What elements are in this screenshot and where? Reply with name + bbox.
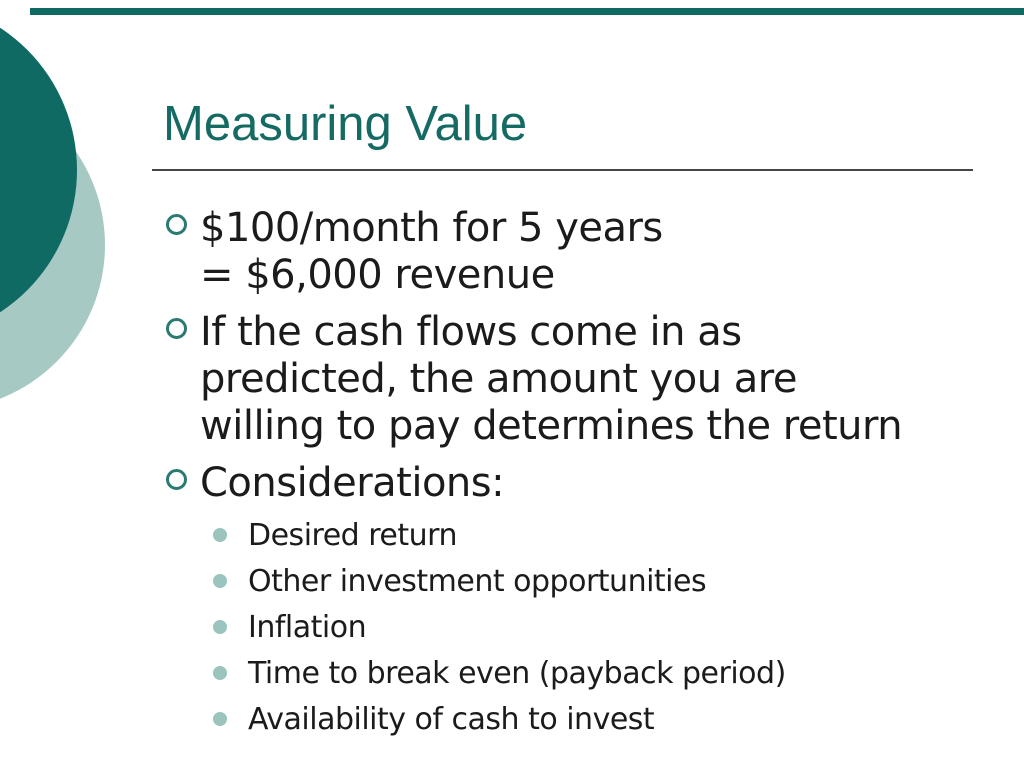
bullet-text-line: willing to pay determines the return [200, 403, 903, 449]
dot-bullet-icon [213, 620, 227, 634]
bullet-text-line: Other investment opportunities [248, 564, 707, 599]
list-item: If the cash flows come in as predicted, t… [152, 309, 992, 450]
dot-bullet-icon [213, 574, 227, 588]
ring-bullet-icon [166, 214, 187, 235]
list-item: Desired return [152, 519, 992, 552]
list-item: Inflation [152, 611, 992, 644]
top-accent-bar [30, 8, 1024, 15]
list-item: Availability of cash to invest [152, 703, 992, 736]
bullet-text-line: Considerations: [200, 460, 505, 506]
title-divider-rule [152, 169, 973, 171]
list-item: Considerations: [152, 460, 992, 507]
dot-bullet-icon [213, 666, 227, 680]
bullet-text-line: predicted, the amount you are [200, 356, 797, 402]
slide-body: $100/month for 5 years = $6,000 revenue If… [152, 205, 992, 736]
bullet-text-line: Time to break even (payback period) [248, 656, 786, 691]
bullet-text-line: $100/month for 5 years [200, 205, 663, 251]
bullet-text-line: If the cash flows come in as [200, 309, 742, 355]
bullet-text-line: Desired return [248, 518, 457, 553]
list-item: Other investment opportunities [152, 565, 992, 598]
bullet-text-line: Inflation [248, 610, 367, 645]
ring-bullet-icon [166, 469, 187, 490]
slide-title: Measuring Value [163, 97, 528, 151]
list-item: $100/month for 5 years = $6,000 revenue [152, 205, 992, 299]
bullet-text-line: = $6,000 revenue [200, 252, 555, 298]
list-item: Time to break even (payback period) [152, 657, 992, 690]
dot-bullet-icon [213, 712, 227, 726]
bullet-text-line: Availability of cash to invest [248, 702, 655, 737]
ring-bullet-icon [166, 318, 187, 339]
bullet-list: $100/month for 5 years = $6,000 revenue If… [152, 205, 992, 736]
dot-bullet-icon [213, 528, 227, 542]
